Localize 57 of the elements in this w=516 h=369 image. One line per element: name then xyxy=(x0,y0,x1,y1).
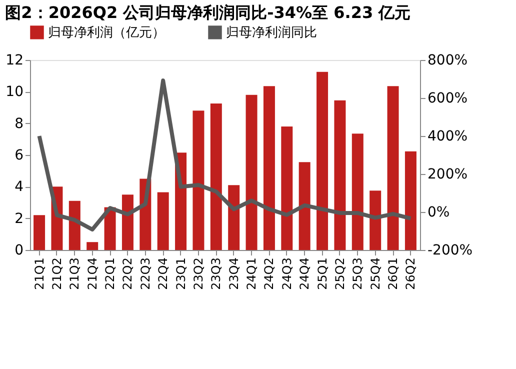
chart-title: 图2：2026Q2 公司归母净利润同比-34%至 6.23 亿元 xyxy=(5,3,411,22)
x-tick-label: 25Q2 xyxy=(332,258,347,290)
bar xyxy=(68,200,80,250)
x-tick-label: 22Q4 xyxy=(156,258,170,290)
bar xyxy=(263,86,275,250)
bar xyxy=(370,190,382,250)
x-tick-label: 21Q2 xyxy=(50,258,64,290)
y2-tick-label: 800% xyxy=(428,52,468,68)
bar xyxy=(210,104,222,250)
bar xyxy=(404,151,416,250)
x-tick-label: 23Q3 xyxy=(209,258,224,290)
x-tick-label: 24Q2 xyxy=(262,258,276,290)
y-tick-label: 10 xyxy=(6,84,24,100)
x-tick-label: 22Q2 xyxy=(120,258,135,290)
x-tick-label: 24Q1 xyxy=(244,258,259,290)
x-tick-label: 23Q1 xyxy=(174,258,188,290)
legend-label: 归母净利润（亿元） xyxy=(48,25,165,40)
y-tick-label: 12 xyxy=(6,52,24,68)
bar xyxy=(352,134,364,250)
x-tick-label: 24Q3 xyxy=(280,258,294,290)
x-tick-label: 25Q4 xyxy=(368,258,382,290)
x-tick-label: 25Q1 xyxy=(315,258,330,290)
y-tick-label: 6 xyxy=(14,148,24,164)
legend-label: 归母净利润同比 xyxy=(226,25,317,40)
y2-tick-label: -200% xyxy=(428,242,473,258)
bar xyxy=(246,94,258,250)
y2-tick-label: 400% xyxy=(428,128,468,144)
bar xyxy=(86,242,98,250)
line-series xyxy=(37,78,413,232)
bar xyxy=(122,194,134,250)
x-tick-label: 26Q1 xyxy=(386,258,400,290)
y-tick-label: 8 xyxy=(14,116,24,132)
y-tick-label: 2 xyxy=(14,210,24,227)
x-tick-label: 21Q3 xyxy=(68,258,82,290)
bar xyxy=(157,192,169,250)
y2-tick-label: 0% xyxy=(428,204,450,220)
bar xyxy=(334,100,346,250)
x-tick-label: 22Q1 xyxy=(103,258,118,290)
x-tick-label: 23Q2 xyxy=(191,258,206,290)
bar xyxy=(298,162,310,250)
y-tick-label: 4 xyxy=(14,179,24,196)
x-tick-label: 23Q4 xyxy=(226,258,241,290)
x-tick-label: 25Q3 xyxy=(350,258,365,290)
x-tick-label: 21Q4 xyxy=(85,258,100,290)
y2-tick-label: 200% xyxy=(428,166,468,182)
bar xyxy=(387,86,399,250)
x-tick-label: 21Q1 xyxy=(32,258,46,290)
y2-tick-label: 600% xyxy=(428,90,468,106)
bar xyxy=(192,110,204,250)
bar xyxy=(316,72,328,250)
bar xyxy=(281,126,293,250)
bar xyxy=(34,215,46,250)
x-tick-label: 26Q2 xyxy=(404,258,418,290)
bar xyxy=(228,185,240,250)
x-tick-label: 22Q3 xyxy=(138,258,152,290)
y-tick-label: 0 xyxy=(14,242,24,258)
x-tick-label: 24Q4 xyxy=(298,258,312,290)
